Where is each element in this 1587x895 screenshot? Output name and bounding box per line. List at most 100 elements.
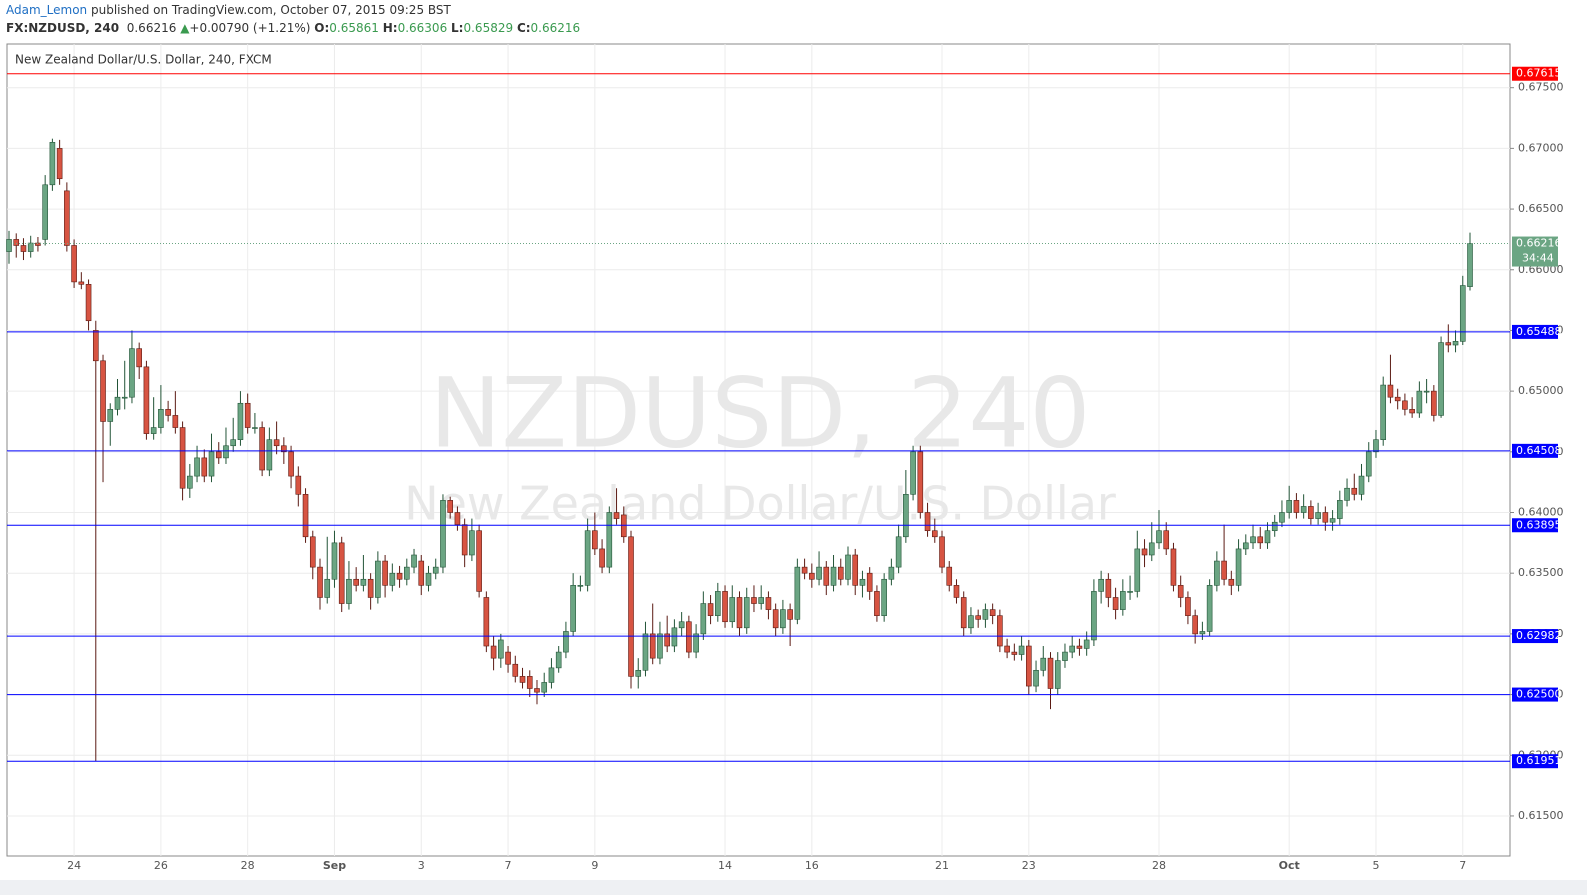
candle-body — [1105, 578, 1112, 598]
candle-body — [309, 536, 316, 568]
candle-body — [165, 409, 171, 416]
last: 0.66216 — [126, 21, 177, 35]
candle-body — [592, 530, 598, 550]
level-label-box — [1512, 518, 1558, 533]
author-link[interactable]: Adam_Lemon — [6, 3, 88, 17]
candle-body — [273, 439, 280, 447]
y-tick-label: 0.64000 — [1518, 506, 1564, 519]
candle-body — [1459, 285, 1466, 342]
candle-body — [317, 566, 323, 598]
candle-body — [628, 536, 634, 677]
candle-body — [42, 184, 48, 240]
change: +0.00790 (+1.21%) — [189, 21, 311, 35]
candle-body — [1365, 451, 1372, 477]
x-tick-label: 28 — [241, 859, 255, 872]
candle-body — [78, 281, 85, 285]
candle-body — [49, 142, 56, 186]
candle-body — [577, 585, 584, 587]
candle-body — [143, 366, 150, 434]
candle-body — [1445, 342, 1452, 346]
candle-body — [555, 651, 562, 669]
candle-body — [1156, 530, 1162, 544]
candle-body — [613, 512, 620, 519]
candle-body — [736, 597, 743, 629]
candle-body — [1083, 639, 1090, 649]
level-label-box — [1512, 443, 1558, 458]
candle-body — [223, 445, 229, 459]
candle-body — [64, 190, 70, 246]
candle-body — [476, 530, 482, 592]
publish-line: Adam_Lemon published on TradingView.com,… — [6, 3, 451, 17]
candle-body — [201, 457, 208, 477]
candle-body — [1214, 560, 1220, 586]
candle-body — [1069, 645, 1076, 653]
x-tick-label: 26 — [154, 859, 168, 872]
candle-body — [997, 615, 1003, 647]
candle-body — [801, 566, 808, 574]
candle-body — [454, 512, 461, 525]
arrow: ▲ — [180, 21, 190, 35]
candle-body — [960, 597, 967, 629]
candle-body — [924, 512, 931, 532]
candle-body — [1235, 548, 1242, 586]
candle-body — [548, 667, 555, 683]
candle-body — [150, 427, 157, 434]
y-tick-label: 0.65000 — [1518, 384, 1564, 397]
candle-body — [751, 597, 757, 604]
x-tick-label: 28 — [1152, 859, 1166, 872]
candle-body — [620, 514, 627, 538]
candle-body — [27, 242, 34, 252]
x-tick-label: 24 — [67, 859, 81, 872]
candle-body — [765, 597, 772, 610]
candle-body — [158, 409, 164, 428]
level-label-box — [1512, 324, 1558, 339]
candle-body — [903, 494, 909, 538]
candle-body — [931, 530, 938, 538]
level-label: 0.62500 — [1516, 688, 1562, 701]
candle-body — [606, 512, 613, 568]
candle-body — [642, 633, 649, 671]
candle-body — [1358, 475, 1365, 495]
candle-body — [244, 402, 251, 428]
candle-body — [129, 348, 135, 398]
candle-body — [772, 609, 779, 629]
candle-body — [758, 597, 764, 604]
candle-body — [953, 585, 960, 598]
candle-body — [1373, 439, 1379, 453]
candle-body — [85, 284, 92, 322]
candle-body — [837, 566, 844, 580]
plot-frame — [6, 43, 1511, 857]
low: 0.65829 — [463, 21, 514, 35]
candle-body — [946, 566, 953, 586]
watermark: NZDUSD, 240 — [430, 357, 1091, 469]
candle-body — [1054, 660, 1061, 689]
candle-body — [389, 572, 396, 586]
candle-body — [1120, 591, 1126, 610]
candle-body — [367, 578, 374, 598]
candle-body — [172, 415, 179, 428]
candle-body — [1344, 487, 1350, 501]
y-tick-label: 0.61500 — [1518, 809, 1564, 822]
candle-body — [1416, 390, 1423, 414]
candle-body — [1199, 631, 1206, 635]
last-price-box — [1512, 236, 1558, 267]
level-label: 0.65488 — [1516, 325, 1562, 338]
candle-body — [512, 663, 519, 677]
level-label-box — [1512, 629, 1558, 644]
candle-body — [657, 633, 663, 659]
candle-body — [1047, 657, 1054, 689]
candle-body — [584, 530, 591, 586]
candle-body — [917, 451, 924, 513]
candle-body — [722, 591, 728, 623]
countdown: 34:44 — [1522, 252, 1554, 265]
candle-body — [490, 645, 497, 659]
candle-body — [179, 427, 186, 489]
y-tick-label: 0.66500 — [1518, 202, 1564, 215]
o-label: O: — [314, 21, 330, 35]
footer-band — [0, 880, 1587, 895]
candle-body — [1279, 512, 1285, 523]
x-tick-label: Oct — [1279, 859, 1300, 872]
candle-body — [1018, 645, 1025, 655]
level-label: 0.67615 — [1516, 67, 1562, 80]
candle-body — [425, 572, 432, 586]
